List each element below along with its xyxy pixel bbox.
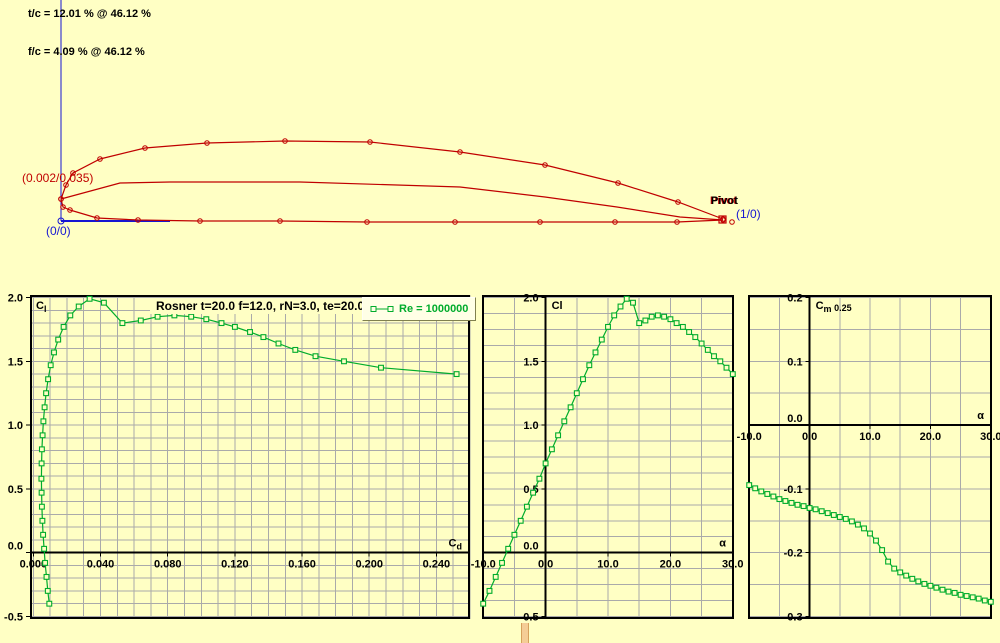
svg-text:1.0: 1.0 — [8, 420, 23, 432]
series-markers — [480, 295, 736, 607]
svg-text:0.0: 0.0 — [787, 413, 802, 425]
series-markers — [746, 482, 994, 605]
svg-text:20.0: 20.0 — [920, 431, 941, 443]
svg-text:0.000: 0.000 — [20, 559, 48, 571]
svg-text:10.0: 10.0 — [597, 559, 618, 571]
svg-text:0.1: 0.1 — [787, 356, 802, 368]
pivot-label: Pivot — [711, 195, 738, 207]
airfoil-plot — [57, 0, 735, 225]
airfoil-camber-line — [60, 181, 724, 221]
svg-text:Cd: Cd — [449, 538, 462, 552]
thickness-readout: t/c = 12.01 % @ 46.12 % — [28, 8, 151, 20]
svg-text:1.5: 1.5 — [523, 356, 538, 368]
legend-series-glyph — [370, 306, 394, 312]
svg-text:0.120: 0.120 — [221, 559, 249, 571]
svg-text:30.0: 30.0 — [980, 431, 1000, 443]
chart-polar-cl-vs-cd: 0.000 0.040 0.080 0.120 0.160 0.200 0.240 2.0 1.… — [4, 293, 471, 624]
svg-text:20.0: 20.0 — [660, 559, 681, 571]
svg-text:1.5: 1.5 — [8, 356, 23, 368]
trailing-edge-coordinate-label: (1/0) — [736, 207, 761, 221]
airfoil-lower-line — [60, 198, 724, 223]
airfoil-lower-markers — [58, 196, 726, 225]
svg-text:-10.0: -10.0 — [737, 431, 762, 443]
legend-box: Re = 1000000 — [362, 297, 477, 321]
leading-edge-coordinate-label: (0.002/0.035) — [22, 171, 94, 185]
svg-text:α: α — [977, 410, 984, 422]
svg-text:Cm 0.25: Cm 0.25 — [816, 300, 852, 314]
svg-text:30.0: 30.0 — [722, 559, 743, 571]
chart-lift-curve: -10.00.010.020.030.02.01.51.00.50.0-0.5α… — [471, 293, 744, 624]
svg-text:-0.1: -0.1 — [784, 484, 803, 496]
trailing-edge-marker — [729, 219, 735, 225]
airfoil-upper-line — [60, 140, 724, 220]
svg-text:Cl: Cl — [36, 300, 46, 314]
chart-border — [30, 295, 470, 619]
camber-readout: f/c = 4.09 % @ 46.12 % — [28, 46, 145, 58]
svg-text:-0.3: -0.3 — [784, 611, 803, 623]
svg-text:-10.0: -10.0 — [471, 559, 496, 571]
svg-text:Cl: Cl — [552, 300, 563, 312]
svg-text:2.0: 2.0 — [8, 293, 23, 305]
tick-labels: -10.0 0.0 10.0 20.0 30.0 0.2 0.1 0.0 -0.1 -0.2 -0.… — [737, 293, 1000, 624]
legend-label: Re = 1000000 — [399, 303, 469, 315]
svg-text:0.040: 0.040 — [87, 559, 115, 571]
tick-labels: -10.00.010.020.030.02.01.51.00.50.0-0.5 — [471, 293, 744, 624]
svg-text:0.080: 0.080 — [154, 559, 182, 571]
svg-text:0.0: 0.0 — [523, 541, 538, 553]
tick-marks — [482, 297, 734, 617]
origin-coordinate-label: (0/0) — [46, 224, 71, 238]
tick-marks — [26, 297, 437, 617]
svg-text:0.2: 0.2 — [787, 293, 802, 305]
svg-text:0.5: 0.5 — [8, 484, 23, 496]
chart-border — [482, 295, 734, 619]
chart-border — [748, 295, 992, 619]
polar-chart-title: Rosner t=20.0 f=12.0, rN=3.0, te=20.0 — [150, 298, 371, 314]
svg-text:0.0: 0.0 — [802, 431, 817, 443]
origin-marker — [57, 217, 65, 225]
svg-text:-0.5: -0.5 — [520, 611, 539, 623]
svg-text:0.0: 0.0 — [538, 559, 553, 571]
pivot-marker — [718, 215, 727, 224]
tick-marks — [748, 297, 992, 617]
svg-text:-0.5: -0.5 — [4, 611, 23, 623]
svg-text:0.240: 0.240 — [423, 559, 451, 571]
svg-text:1.0: 1.0 — [523, 420, 538, 432]
svg-text:α: α — [719, 538, 726, 550]
caret-artifact — [521, 623, 529, 643]
tick-labels: 0.000 0.040 0.080 0.120 0.160 0.200 0.240 2.0 1.… — [4, 293, 450, 624]
series-markers — [38, 295, 460, 607]
svg-text:10.0: 10.0 — [859, 431, 880, 443]
svg-text:0.200: 0.200 — [355, 559, 383, 571]
svg-text:0.0: 0.0 — [8, 541, 23, 553]
airfoil-upper-markers — [58, 138, 726, 222]
svg-text:0.160: 0.160 — [288, 559, 316, 571]
svg-text:2.0: 2.0 — [523, 293, 538, 305]
chart-moment-curve: -10.0 0.0 10.0 20.0 30.0 0.2 0.1 0.0 -0.1 -0.2 -0.… — [737, 293, 1000, 624]
svg-text:-0.2: -0.2 — [784, 548, 803, 560]
